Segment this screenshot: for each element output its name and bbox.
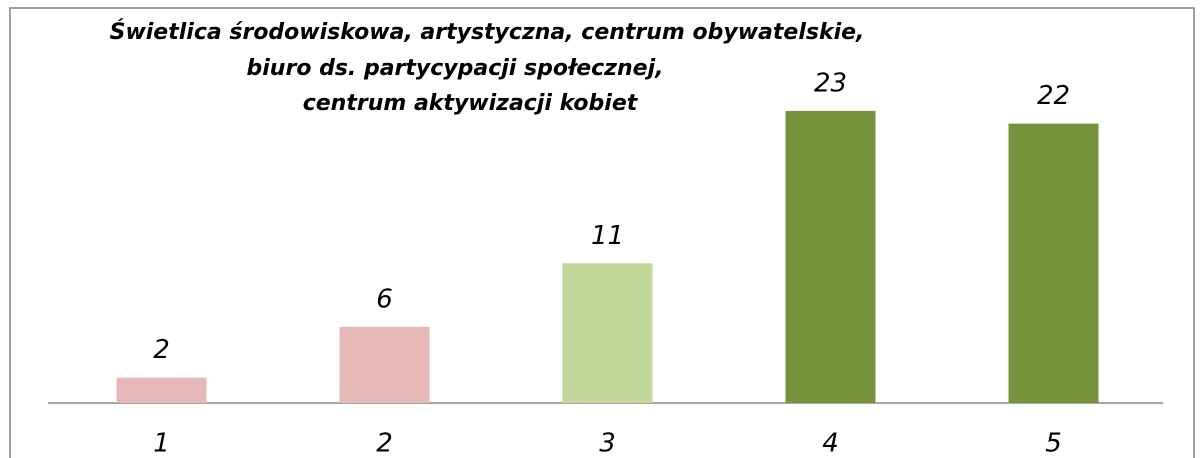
data-label: 11 <box>591 221 624 251</box>
x-tick-label: 3 <box>599 429 616 458</box>
data-label: 6 <box>376 284 393 314</box>
data-label: 2 <box>153 335 170 365</box>
chart-title: Świetlica środowiskowa, artystyczna, cen… <box>110 19 865 45</box>
x-tick-label: 2 <box>376 429 393 458</box>
x-tick-label: 4 <box>822 429 839 458</box>
chart-title: biuro ds. partycypacji społecznej, <box>247 56 664 81</box>
bar <box>339 326 430 403</box>
bar <box>785 110 876 404</box>
data-label: 23 <box>814 68 847 98</box>
data-label: 22 <box>1037 81 1070 111</box>
bar <box>116 377 207 403</box>
x-tick-label: 1 <box>153 429 170 458</box>
bar <box>1008 123 1099 403</box>
bar <box>562 263 653 403</box>
x-tick-label: 5 <box>1045 429 1062 458</box>
chart-title: centrum aktywizacji kobiet <box>303 91 639 116</box>
